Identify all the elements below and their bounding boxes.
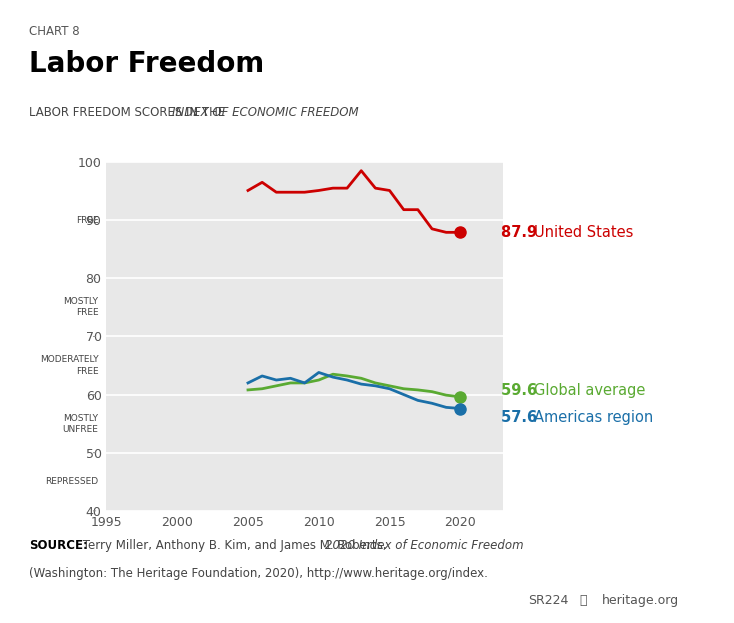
Text: FREE: FREE — [76, 216, 98, 225]
Text: 87.9: 87.9 — [501, 225, 542, 240]
Text: heritage.org: heritage.org — [602, 594, 679, 607]
Text: MOSTLY
FREE: MOSTLY FREE — [64, 297, 98, 317]
Text: REPRESSED: REPRESSED — [46, 477, 98, 487]
Text: INDEX OF ECONOMIC FREEDOM: INDEX OF ECONOMIC FREEDOM — [172, 106, 359, 119]
Text: (Washington: The Heritage Foundation, 2020), http://www.heritage.org/index.: (Washington: The Heritage Foundation, 20… — [29, 567, 488, 580]
Text: CHART 8: CHART 8 — [29, 25, 80, 38]
Text: LABOR FREEDOM SCORES IN THE: LABOR FREEDOM SCORES IN THE — [29, 106, 229, 119]
Text: Americas region: Americas region — [534, 411, 653, 426]
Text: SOURCE:: SOURCE: — [29, 539, 88, 552]
Text: 57.6: 57.6 — [501, 411, 542, 426]
Text: Labor Freedom: Labor Freedom — [29, 50, 265, 78]
Text: 🔔: 🔔 — [580, 594, 587, 607]
Text: 59.6: 59.6 — [501, 383, 542, 398]
Text: Terry Miller, Anthony B. Kim, and James M. Roberts,: Terry Miller, Anthony B. Kim, and James … — [79, 539, 390, 552]
Text: Global average: Global average — [534, 383, 645, 398]
Text: 2020 Index of Economic Freedom: 2020 Index of Economic Freedom — [325, 539, 524, 552]
Text: SR224: SR224 — [528, 594, 569, 607]
Text: United States: United States — [534, 225, 633, 240]
Text: MODERATELY
FREE: MODERATELY FREE — [40, 356, 98, 376]
Text: MOSTLY
UNFREE: MOSTLY UNFREE — [62, 414, 98, 434]
